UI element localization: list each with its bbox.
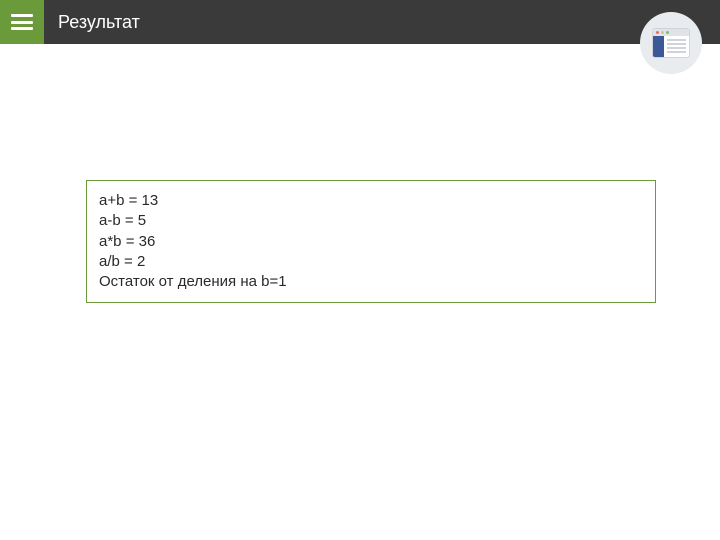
output-box: a+b = 13 a-b = 5 a*b = 36 a/b = 2 Остато…: [86, 180, 656, 303]
header-bar: Результат: [0, 0, 720, 44]
output-line: a+b = 13: [99, 191, 643, 211]
page-title: Результат: [58, 12, 140, 33]
output-line: a*b = 36: [99, 232, 643, 252]
app-window-icon: [640, 12, 702, 74]
output-line: a-b = 5: [99, 211, 643, 231]
menu-button[interactable]: [0, 0, 44, 44]
output-line: a/b = 2: [99, 252, 643, 272]
output-line: Остаток от деления на b=1: [99, 272, 643, 292]
hamburger-icon: [11, 14, 33, 30]
